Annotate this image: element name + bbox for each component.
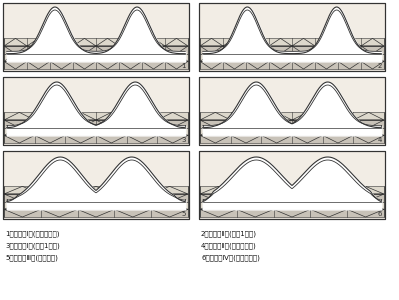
Bar <box>4 46 188 54</box>
Bar <box>199 151 385 219</box>
Bar <box>4 112 188 120</box>
Text: 2: 2 <box>377 63 382 69</box>
Bar <box>4 194 188 202</box>
Bar <box>199 77 385 145</box>
Text: 1: 1 <box>182 63 186 69</box>
Bar <box>200 202 384 209</box>
Bar <box>200 120 384 128</box>
Bar <box>200 38 384 46</box>
Bar <box>199 151 385 219</box>
Bar <box>4 61 188 69</box>
Text: 5．鈍角系Ⅲ式(鞍塚古墳): 5．鈍角系Ⅲ式(鞍塚古墳) <box>5 254 58 261</box>
Text: 4．鈍角系Ⅱ式(長溝西古墳): 4．鈍角系Ⅱ式(長溝西古墳) <box>201 242 257 249</box>
Bar <box>3 3 189 71</box>
Text: 4: 4 <box>377 137 382 143</box>
Text: 6: 6 <box>377 211 382 217</box>
Bar <box>4 202 188 209</box>
Text: 3．鈍角系Ⅰ式(堂山1号墳): 3．鈍角系Ⅰ式(堂山1号墳) <box>5 242 60 249</box>
Bar <box>199 77 385 145</box>
Bar <box>200 54 384 61</box>
Bar <box>200 46 384 54</box>
Bar <box>200 135 384 143</box>
Bar <box>200 186 384 194</box>
Bar <box>200 209 384 217</box>
Bar <box>3 77 189 145</box>
Bar <box>200 112 384 120</box>
Bar <box>4 209 188 217</box>
Bar <box>200 61 384 69</box>
Bar <box>4 135 188 143</box>
Bar <box>200 128 384 135</box>
Bar <box>4 54 188 61</box>
Bar <box>4 120 188 128</box>
Text: 3: 3 <box>182 137 186 143</box>
Bar <box>3 151 189 219</box>
Bar <box>3 151 189 219</box>
Text: 2．等角系Ⅱ式(向山1号墳): 2．等角系Ⅱ式(向山1号墳) <box>201 230 257 237</box>
Bar <box>4 128 188 135</box>
Bar <box>4 186 188 194</box>
Bar <box>199 3 385 71</box>
Bar <box>3 77 189 145</box>
Text: 5: 5 <box>182 211 186 217</box>
Text: 1．等角系Ⅰ式(大塚越古墳): 1．等角系Ⅰ式(大塚越古墳) <box>5 230 59 237</box>
Bar <box>199 3 385 71</box>
Text: 6．鈍角系Ⅳ式(ニゴレ古墳): 6．鈍角系Ⅳ式(ニゴレ古墳) <box>201 254 260 261</box>
Bar <box>4 38 188 46</box>
Bar <box>200 194 384 202</box>
Bar <box>3 3 189 71</box>
